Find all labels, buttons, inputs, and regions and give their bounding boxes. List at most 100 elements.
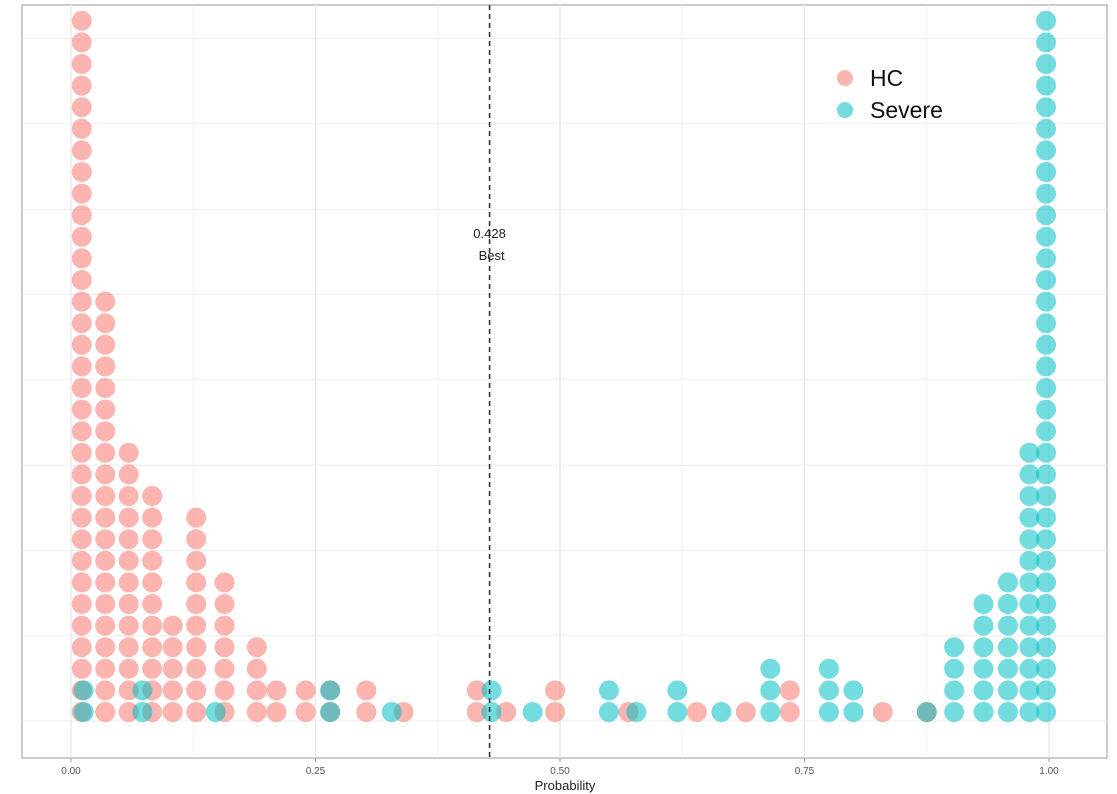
plot-background (21, 4, 1108, 759)
dot-severe (944, 702, 965, 722)
dot-hc (186, 550, 207, 571)
dot-hc (356, 702, 377, 722)
dot-severe (1036, 356, 1057, 377)
dot-hc (95, 529, 116, 550)
dot-hc (95, 550, 116, 571)
dot-hc (186, 637, 207, 658)
dot-severe (667, 680, 688, 701)
dot-hc (71, 226, 92, 247)
dot-hc (71, 399, 92, 420)
dot-hc (872, 702, 893, 722)
x-tick-label: 0.00 (61, 766, 81, 777)
dot-hc (71, 140, 92, 161)
dot-severe (760, 702, 781, 722)
dot-hc (71, 75, 92, 96)
dot-severe (944, 658, 965, 679)
dot-hc (95, 334, 116, 355)
dot-severe (1019, 594, 1040, 614)
dot-severe (320, 702, 341, 722)
dot-severe (598, 680, 619, 701)
dot-hc (246, 658, 267, 679)
dot-severe (997, 702, 1018, 722)
dot-hc (266, 702, 287, 722)
legend-severe-swatch (837, 102, 853, 118)
dot-hc (142, 594, 163, 614)
x-axis-ticks: 0.00 0.25 0.50 0.75 1.00 (61, 758, 1059, 777)
dot-hc (71, 32, 92, 53)
dot-hc (95, 486, 116, 506)
dot-hc (71, 572, 92, 593)
dot-hc (266, 680, 287, 701)
dot-hc (95, 378, 116, 398)
dot-severe (522, 702, 543, 722)
dot-severe (973, 637, 994, 658)
dot-severe (481, 702, 502, 722)
dot-hc (95, 572, 116, 593)
dot-hc (246, 637, 267, 658)
dot-severe (1036, 399, 1057, 420)
dot-hc (214, 594, 235, 614)
dot-hc (71, 248, 92, 269)
dot-hc (95, 615, 116, 636)
dot-severe (973, 594, 994, 614)
dot-severe (916, 702, 937, 722)
dot-severe (1019, 615, 1040, 636)
dot-severe (973, 680, 994, 701)
dot-hc (118, 702, 139, 722)
dot-hc (95, 594, 116, 614)
dot-severe (1036, 529, 1057, 550)
dot-severe (205, 702, 226, 722)
dot-severe (1019, 680, 1040, 701)
dot-severe (1036, 615, 1057, 636)
dot-hc (71, 442, 92, 463)
dot-hc (95, 399, 116, 420)
dot-hc (95, 442, 116, 463)
threshold-group: 0.428 Best (473, 5, 506, 758)
dot-severe (1036, 205, 1057, 226)
dot-severe (1036, 486, 1057, 506)
dot-severe (1036, 334, 1057, 355)
dot-hc (686, 702, 707, 722)
dot-hc (186, 594, 207, 614)
dot-severe (1019, 702, 1040, 722)
dot-severe (1036, 313, 1057, 334)
x-tick-label: 0.25 (306, 766, 326, 777)
dot-severe (1019, 442, 1040, 463)
dot-hc (162, 702, 183, 722)
dot-severe (1019, 637, 1040, 658)
dot-severe (1036, 32, 1057, 53)
dot-hc (214, 615, 235, 636)
dot-severe (1036, 97, 1057, 118)
dot-hc (466, 702, 487, 722)
dot-hc (142, 572, 163, 593)
dot-marks (71, 10, 1057, 722)
dot-hc (186, 680, 207, 701)
dot-severe (973, 702, 994, 722)
dot-hc (95, 637, 116, 658)
dot-hc (71, 183, 92, 204)
dot-severe (997, 658, 1018, 679)
dot-severe (997, 680, 1018, 701)
dot-severe (973, 658, 994, 679)
dot-hc (118, 529, 139, 550)
dot-severe (1036, 54, 1057, 74)
dot-hc (142, 507, 163, 528)
dot-severe (1036, 594, 1057, 614)
dot-severe (132, 680, 153, 701)
dot-severe (760, 658, 781, 679)
dot-hc (71, 334, 92, 355)
dot-severe (1019, 550, 1040, 571)
dot-hc (186, 658, 207, 679)
dot-hc (545, 680, 566, 701)
dot-severe (1036, 378, 1057, 398)
grid-lines (22, 5, 1107, 758)
dot-severe (760, 680, 781, 701)
dot-hc (71, 507, 92, 528)
dot-hc (186, 529, 207, 550)
dot-hc (162, 637, 183, 658)
dot-severe (1019, 572, 1040, 593)
dot-hc (95, 702, 116, 722)
dot-hc (118, 594, 139, 614)
threshold-value-label: 0.428 (473, 226, 506, 241)
dot-hc (214, 572, 235, 593)
